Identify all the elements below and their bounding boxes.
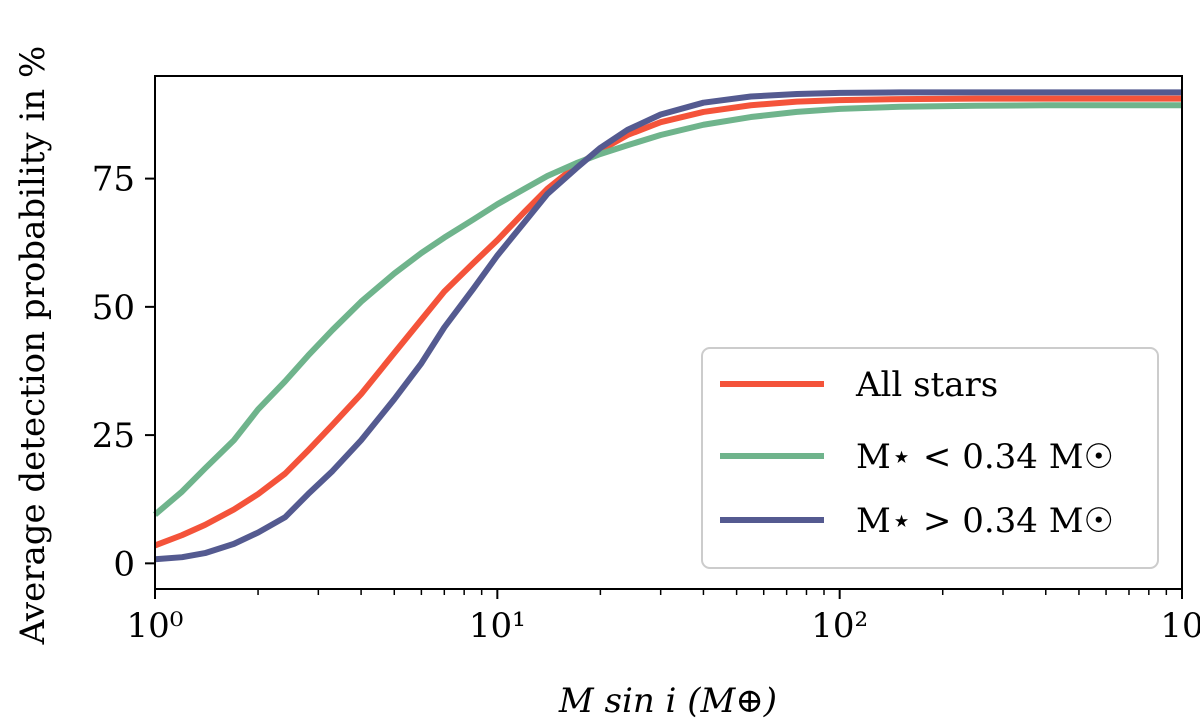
y-axis-label: Average detection probability in % <box>13 46 53 646</box>
x-tick-label: 10¹ <box>469 606 526 646</box>
legend-label-high-mass: M⋆ > 0.34 M☉ <box>856 501 1114 541</box>
x-axis-label: M sin i (M⊕) <box>558 681 777 721</box>
series-line-0 <box>153 95 1182 549</box>
legend-box <box>701 347 1159 569</box>
y-tick-label: 25 <box>92 416 135 456</box>
y-tick-label: 50 <box>92 288 135 328</box>
legend-label-all-stars: All stars <box>855 365 998 405</box>
legend-label-low-mass: M⋆ < 0.34 M☉ <box>856 437 1114 477</box>
legend: All stars M⋆ < 0.34 M☉ M⋆ > 0.34 M☉ <box>701 347 1159 569</box>
plot-lines <box>153 89 1182 563</box>
y-tick-label: 75 <box>92 160 135 200</box>
x-tick-label: 10² <box>811 606 868 646</box>
y-tick-label: 0 <box>113 544 135 584</box>
plot-frame <box>154 75 1183 590</box>
axes-ticks: 10⁰ 10¹ 10² 10 0 25 50 75 <box>92 160 1200 646</box>
x-tick-label: 10⁰ <box>127 606 184 646</box>
x-tick-label: 10 <box>1160 606 1200 646</box>
series-line-1 <box>153 102 1182 517</box>
series-line-2 <box>154 89 1182 563</box>
